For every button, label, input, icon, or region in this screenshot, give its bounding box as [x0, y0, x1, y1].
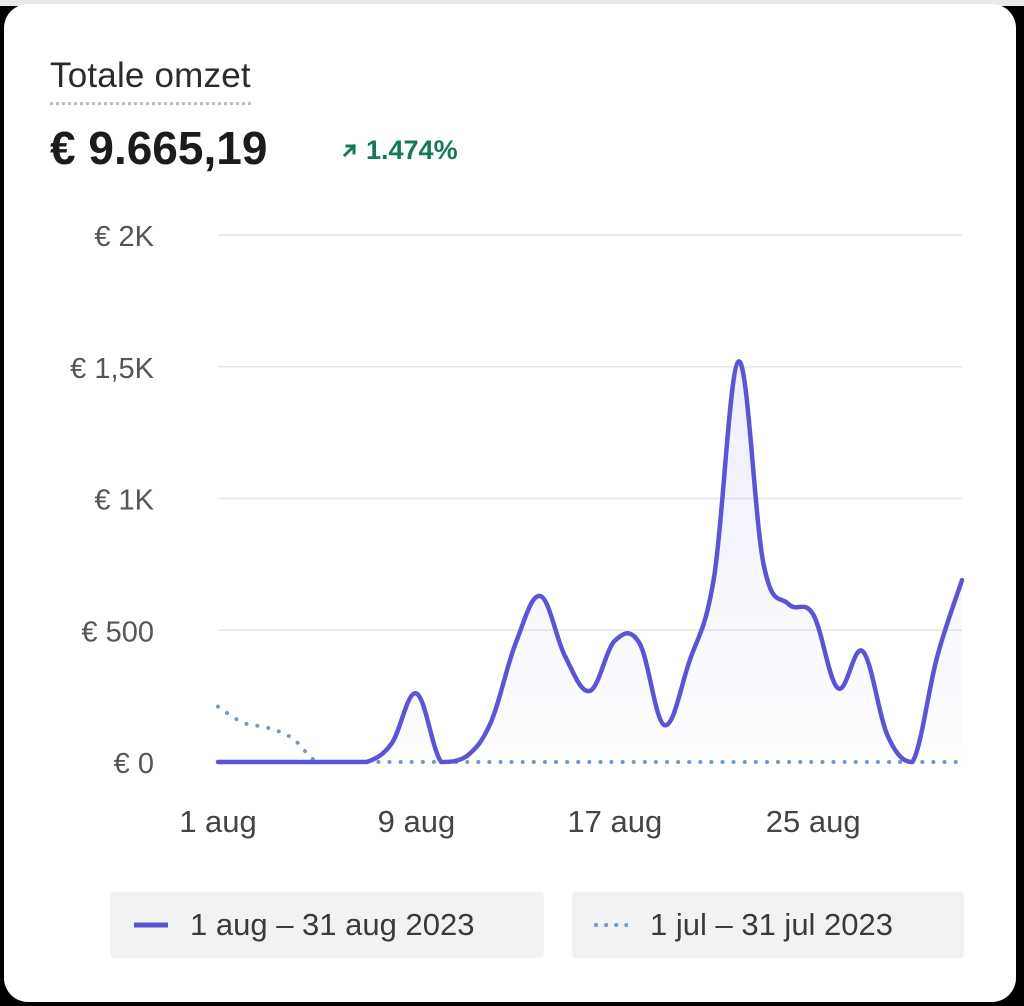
- y-tick-label: € 1,5K: [70, 353, 154, 385]
- legend-current-label: 1 aug – 31 aug 2023: [190, 907, 475, 942]
- revenue-chart: € 0 € 500 € 1K € 1,5K € 2K 1 aug 9 aug 17 aug 25…: [70, 221, 965, 839]
- metric-change: 1.474%: [342, 130, 458, 170]
- legend-current-period[interactable]: 1 aug – 31 aug 2023: [110, 892, 544, 958]
- arrow-up-right-icon: [342, 143, 357, 158]
- x-tick-label: 25 aug: [766, 804, 861, 839]
- y-tick-label: € 2K: [94, 221, 154, 253]
- window-frame: [0, 0, 1024, 6]
- y-tick-label: € 1K: [94, 485, 154, 517]
- legend-previous-period[interactable]: 1 jul – 31 jul 2023: [572, 892, 964, 958]
- y-tick-label: € 0: [114, 748, 154, 780]
- series-area-current: [218, 361, 962, 762]
- x-tick-label: 1 aug: [179, 804, 257, 839]
- legend-solid-line-swatch: [134, 922, 168, 928]
- metric-value: € 9.665,19: [50, 122, 268, 174]
- metric-title[interactable]: Totale omzet: [50, 56, 251, 105]
- report-card: [4, 4, 1016, 1002]
- x-tick-label: 9 aug: [378, 804, 456, 839]
- metric-change-value: 1.474%: [366, 135, 458, 165]
- series-line-current: [215, 359, 965, 765]
- legend-previous-label: 1 jul – 31 jul 2023: [650, 907, 894, 942]
- y-tick-label: € 500: [81, 616, 154, 648]
- x-tick-label: 17 aug: [567, 804, 662, 839]
- legend-dotted-line-swatch: [594, 923, 628, 927]
